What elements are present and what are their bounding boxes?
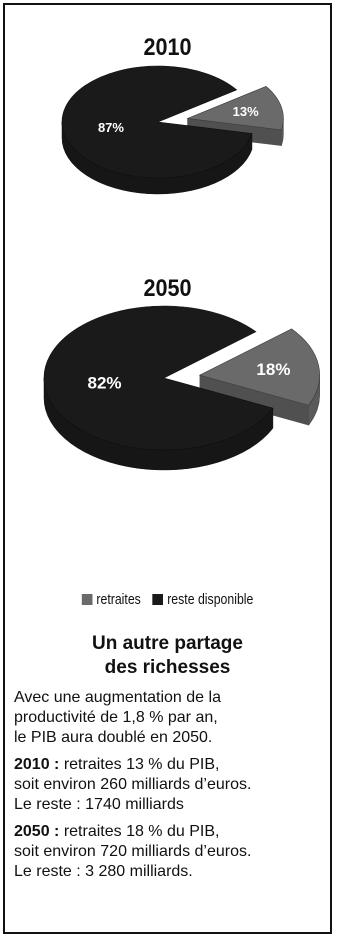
pie-top-face [198,328,320,406]
p2050-line-1-rest: retraites 18 % du PIB, [59,823,220,840]
pie-label-reste-disponible: 87% [98,120,124,135]
pie-chart-2050: 18% 82% [43,305,320,471]
heading-line-1: Un autre partage [92,633,243,654]
legend-swatch-retraites [81,594,93,605]
pie-label-reste-disponible: 82% [88,374,122,393]
pie-slice-reste-disponible [43,305,274,471]
section-heading: Un autre partage des richesses [0,632,335,680]
legend-swatch-reste [152,594,164,605]
intro-line-3: le PIB aura doublé en 2050. [14,729,213,746]
p2010-year: 2010 : [14,756,60,773]
legend: retraites reste disponible [30,591,305,608]
legend-item-reste: reste disponible [152,591,253,608]
chart-title-2050: 2050 [143,275,192,302]
chart-title-2010: 2010 [143,34,192,61]
body-text: Avec une augmentation de la productivité… [14,688,334,889]
pie-top-face [61,65,253,179]
paragraph-2050: 2050 : retraites 18 % du PIB, soit envir… [14,822,334,882]
legend-item-retraites: retraites [81,591,141,608]
pie-label-retraites: 18% [256,360,290,379]
paragraph-2010: 2010 : retraites 13 % du PIB, soit envir… [14,755,334,815]
p2050-line-1: 2050 : retraites 18 % du PIB, [14,822,334,842]
intro-line-1: Avec une augmentation de la [14,689,221,706]
heading-line-2: des richesses [104,657,231,678]
p2050-line-3: Le reste : 3 280 milliards. [14,863,193,880]
pie-slice-reste-disponible [61,65,253,195]
legend-label-reste: reste disponible [167,591,254,608]
intro-line-2: productivité de 1,8 % par an, [14,709,218,726]
paragraph-intro: Avec une augmentation de la productivité… [14,688,334,748]
p2050-year: 2050 : [14,823,60,840]
pie-slice-retraites [198,328,320,427]
p2010-line-2: soit environ 260 milliards d’euros. [14,776,252,793]
pie-top-face [43,305,274,451]
pie-chart-2010: 13% 87% [61,65,284,195]
pie-top-face [186,86,284,131]
pie-label-retraites: 13% [233,104,259,119]
p2010-line-1-rest: retraites 13 % du PIB, [59,756,220,773]
p2010-line-1: 2010 : retraites 13 % du PIB, [14,755,334,775]
p2050-line-2: soit environ 720 milliards d’euros. [14,843,252,860]
p2010-line-3: Le reste : 1740 milliards [14,796,184,813]
legend-label-retraites: retraites [96,591,141,608]
pie-cut-face [199,375,309,426]
